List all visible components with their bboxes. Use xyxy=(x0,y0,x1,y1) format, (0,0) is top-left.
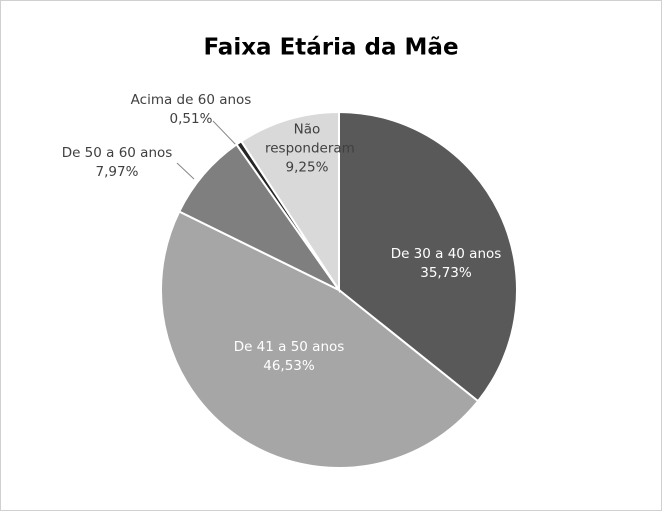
slice-label: De 50 a 60 anos 7,97% xyxy=(62,144,173,182)
slice-value: 7,97% xyxy=(95,164,139,180)
slice-value: 35,73% xyxy=(420,265,472,281)
slice-label: De 41 a 50 anos 46,53% xyxy=(234,338,345,376)
slice-category: De 41 a 50 anos xyxy=(233,339,345,355)
pie-slice xyxy=(239,110,340,294)
leader-line xyxy=(212,120,239,148)
chart-title: Faixa Etária da Mãe xyxy=(203,35,458,61)
slice-label: Acima de 60 anos 0,51% xyxy=(131,91,252,129)
slice-category: De 30 a 40 anos xyxy=(390,246,502,262)
slice-label: De 30 a 40 anos 35,73% xyxy=(391,245,502,283)
slice-value: 9,25% xyxy=(285,159,329,176)
slice-category: Não responderam xyxy=(265,121,355,157)
slice-label: Não responderam 9,25% xyxy=(265,121,355,178)
slice-category: Acima de 60 anos xyxy=(130,92,252,108)
pie-slice xyxy=(160,210,480,469)
pie-slice xyxy=(177,143,340,291)
slice-value: 46,53% xyxy=(263,358,315,374)
slice-category: De 50 a 60 anos xyxy=(61,145,173,161)
pie-slice xyxy=(338,110,518,403)
slice-value: 0,51% xyxy=(169,111,213,127)
leader-line xyxy=(176,162,195,180)
